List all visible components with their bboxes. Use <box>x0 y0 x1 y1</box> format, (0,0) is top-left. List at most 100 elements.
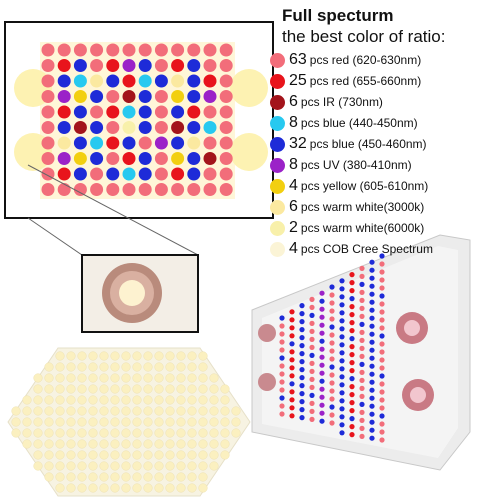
hex-led-dot <box>44 373 54 383</box>
device-led-dot <box>359 321 365 327</box>
hex-led-dot <box>187 384 197 394</box>
led-dot <box>154 105 168 119</box>
led-dot <box>203 59 217 72</box>
device-led-dot <box>289 341 295 347</box>
hex-led-dot <box>66 406 76 416</box>
led-dot <box>73 136 87 150</box>
hex-led-dot <box>143 373 153 383</box>
device-led-dot <box>309 344 315 350</box>
led-dot <box>90 59 104 72</box>
zoom-line-left <box>27 217 83 256</box>
legend-count: 4 <box>289 240 298 257</box>
hex-led-dot <box>165 461 175 471</box>
led-dot <box>138 59 152 72</box>
legend-dot-uv <box>270 157 285 173</box>
legend-item: 4 pcs yellow (605-610nm) <box>270 176 428 196</box>
device-cob-4 <box>258 373 276 391</box>
hex-led-dot <box>99 406 109 416</box>
led-dot <box>154 74 168 88</box>
device-led-dot <box>279 379 285 385</box>
hex-led-dot <box>176 362 186 372</box>
led-dot <box>90 74 104 88</box>
device-led-dot <box>329 420 335 426</box>
led-dot <box>106 43 120 57</box>
device-led-dot <box>359 425 365 431</box>
legend-item: 6 pcs warm white(3000k) <box>270 197 424 217</box>
hex-led-dot <box>209 406 219 416</box>
device-led-dot <box>329 332 335 338</box>
led-dot <box>90 136 104 150</box>
led-dot <box>106 105 120 119</box>
hex-led-dot <box>154 395 164 405</box>
hex-led-dot <box>66 362 76 372</box>
hex-led-dot <box>110 373 120 383</box>
legend-item: 8 pcs UV (380-410nm) <box>270 155 412 175</box>
hex-led-dot <box>165 395 175 405</box>
device-led-dot <box>349 376 355 382</box>
legend-label: pcs blue (450-460nm) <box>309 137 427 151</box>
device-led-dot <box>379 341 385 347</box>
device-led-dot <box>369 283 375 289</box>
device-led-dot <box>279 395 285 401</box>
hex-led-dot <box>110 351 120 361</box>
device-led-dot <box>349 304 355 310</box>
device-led-dot <box>379 277 385 283</box>
legend-count: 6 <box>289 93 298 110</box>
device-led-dot <box>349 344 355 350</box>
device-led-dot <box>279 323 285 329</box>
hex-led-dot <box>143 461 153 471</box>
hex-led-dot <box>198 472 208 482</box>
hex-led-dot <box>44 395 54 405</box>
hex-led-dot <box>176 483 186 493</box>
hex-led-dot <box>66 483 76 493</box>
device-led-dot <box>279 387 285 393</box>
led-dot <box>57 121 71 134</box>
hex-led-dot <box>99 450 109 460</box>
legend-label: pcs COB Cree Spectrum <box>300 242 433 256</box>
hex-led-dot <box>77 362 87 372</box>
hex-led-dot <box>176 472 186 482</box>
device-led-dot <box>319 402 325 408</box>
device-led-dot <box>299 303 305 309</box>
device-led-dot <box>379 301 385 307</box>
device-led-dot <box>359 417 365 423</box>
hex-led-dot <box>33 395 43 405</box>
led-dot <box>122 152 136 165</box>
hex-led-dot <box>132 351 142 361</box>
hex-led-dot <box>110 362 120 372</box>
led-dot <box>73 59 87 72</box>
led-dot <box>219 167 233 181</box>
hex-led-dot <box>165 450 175 460</box>
hex-led-dot <box>66 351 76 361</box>
device-led-dot <box>309 384 315 390</box>
device-led-dot <box>299 343 305 349</box>
device-led-dot <box>379 309 385 315</box>
device-led-dot <box>339 358 345 364</box>
led-dot <box>57 74 71 88</box>
hex-led-dot <box>88 472 98 482</box>
hex-led-dot <box>99 472 109 482</box>
led-dot <box>73 121 87 134</box>
led-dot <box>122 74 136 88</box>
device-led-dot <box>309 408 315 414</box>
hex-led-dot <box>77 417 87 427</box>
hex-led-dot <box>209 461 219 471</box>
hex-led-dot <box>209 450 219 460</box>
hex-led-dot <box>88 428 98 438</box>
hex-led-dot <box>66 472 76 482</box>
device-led-dot <box>329 380 335 386</box>
hex-led-dot <box>121 450 131 460</box>
device-led-dot <box>359 433 365 439</box>
hex-led-dot <box>11 417 21 427</box>
hex-led-dot <box>121 428 131 438</box>
hex-led-dot <box>132 439 142 449</box>
device-led-dot <box>339 406 345 412</box>
hex-led-dot <box>187 395 197 405</box>
hex-led-dot <box>143 406 153 416</box>
hex-led-dot <box>77 472 87 482</box>
legend-dot-warm-white-3000k <box>270 199 285 215</box>
hex-led-dot <box>66 395 76 405</box>
hex-led-dot <box>198 395 208 405</box>
led-dot <box>171 152 185 165</box>
hex-led-dot <box>176 417 186 427</box>
